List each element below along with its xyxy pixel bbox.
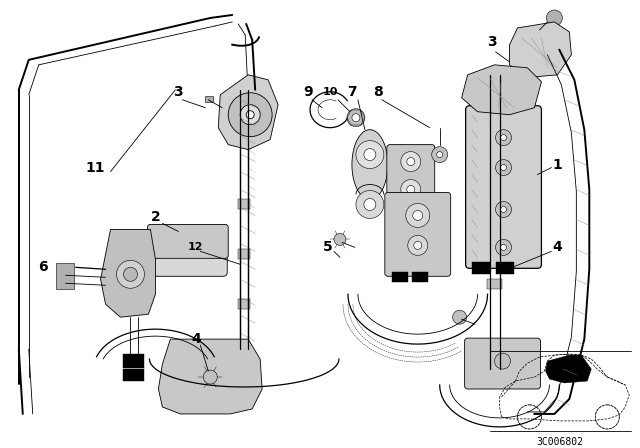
Text: 8: 8 (373, 85, 383, 99)
Circle shape (413, 211, 423, 220)
Polygon shape (159, 339, 262, 414)
FancyBboxPatch shape (385, 193, 451, 276)
Bar (412, 272, 428, 282)
Bar (486, 210, 502, 220)
Polygon shape (100, 229, 156, 317)
Circle shape (407, 185, 415, 194)
Circle shape (228, 93, 272, 137)
Text: 10: 10 (323, 87, 338, 97)
Circle shape (364, 198, 376, 211)
Circle shape (495, 159, 511, 176)
Text: 9: 9 (303, 85, 313, 99)
Circle shape (401, 151, 420, 172)
Circle shape (452, 310, 467, 324)
Circle shape (547, 10, 563, 26)
Bar (122, 354, 145, 368)
Circle shape (436, 151, 443, 158)
Circle shape (204, 370, 217, 384)
Circle shape (595, 405, 620, 429)
Bar (495, 263, 513, 274)
Bar (238, 299, 250, 309)
Circle shape (407, 158, 415, 166)
Circle shape (432, 146, 447, 163)
Text: 3: 3 (487, 35, 497, 49)
Circle shape (495, 239, 511, 255)
Circle shape (240, 105, 260, 125)
FancyBboxPatch shape (387, 145, 435, 206)
Bar (486, 279, 502, 289)
Text: 2: 2 (150, 211, 160, 224)
FancyBboxPatch shape (465, 338, 540, 389)
Circle shape (495, 353, 511, 369)
Circle shape (116, 260, 145, 288)
Bar (472, 263, 490, 274)
Text: 3: 3 (173, 85, 183, 99)
Circle shape (500, 244, 506, 250)
Circle shape (364, 149, 376, 160)
Polygon shape (509, 22, 572, 78)
Circle shape (595, 405, 620, 429)
Circle shape (406, 203, 429, 228)
Circle shape (408, 235, 428, 255)
Circle shape (356, 190, 384, 219)
Bar (392, 272, 408, 282)
Circle shape (495, 202, 511, 217)
Circle shape (500, 135, 506, 141)
FancyBboxPatch shape (466, 106, 541, 268)
Bar (205, 96, 213, 102)
Polygon shape (461, 65, 541, 115)
Circle shape (356, 141, 384, 168)
Bar (56, 263, 74, 289)
Circle shape (500, 207, 506, 212)
Bar (122, 369, 145, 381)
Polygon shape (218, 75, 278, 150)
FancyBboxPatch shape (115, 230, 227, 276)
Text: 1: 1 (552, 158, 563, 172)
Circle shape (347, 109, 365, 127)
Text: 7: 7 (347, 85, 356, 99)
Polygon shape (352, 129, 388, 199)
Text: 12: 12 (188, 242, 203, 252)
Polygon shape (545, 355, 591, 383)
Bar (486, 339, 502, 349)
Circle shape (413, 241, 422, 250)
Circle shape (500, 164, 506, 171)
Circle shape (495, 129, 511, 146)
Text: 4: 4 (191, 332, 201, 346)
Bar (238, 250, 250, 259)
Text: 11: 11 (86, 160, 106, 175)
Circle shape (518, 405, 541, 429)
Bar (238, 199, 250, 210)
Bar (486, 150, 502, 159)
Text: 6: 6 (38, 260, 47, 274)
Circle shape (246, 111, 254, 119)
Circle shape (401, 180, 420, 199)
Circle shape (124, 267, 138, 281)
Circle shape (334, 233, 346, 246)
Text: 3C006802: 3C006802 (536, 437, 583, 447)
Text: 5: 5 (323, 241, 333, 254)
Text: 4: 4 (552, 241, 563, 254)
Circle shape (352, 114, 360, 122)
Circle shape (518, 405, 541, 429)
FancyBboxPatch shape (147, 224, 228, 258)
